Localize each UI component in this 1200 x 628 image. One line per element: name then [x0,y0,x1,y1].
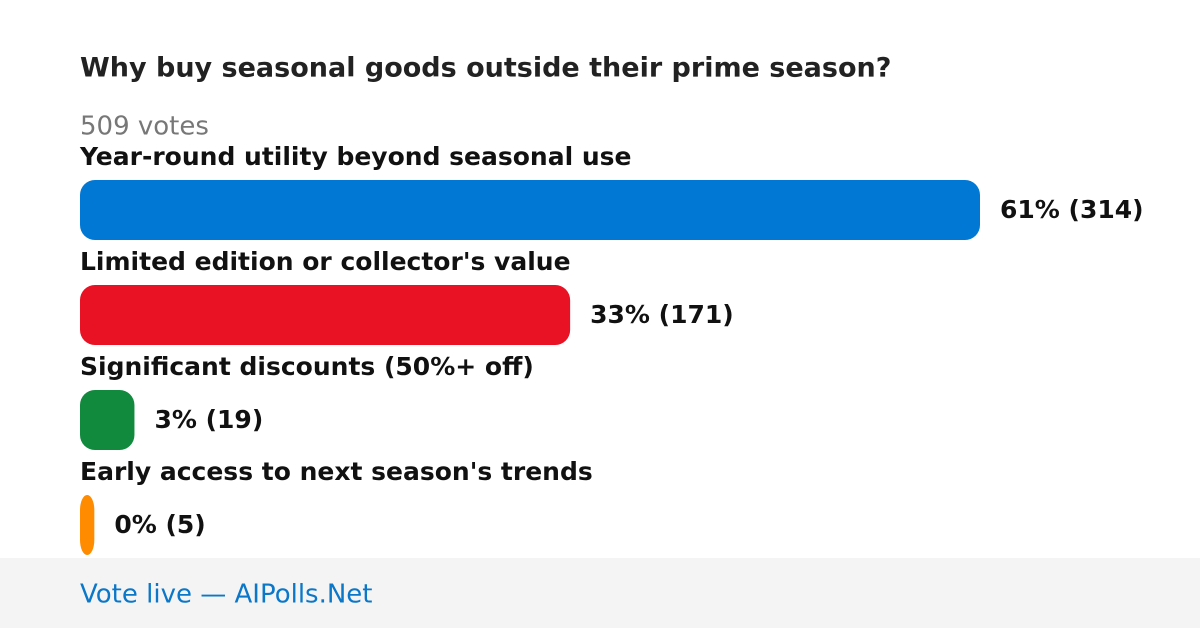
footer-bar [0,558,1200,628]
option-label: Year-round utility beyond seasonal use [79,142,632,171]
bar [80,390,135,450]
value-label: 3% (19) [154,405,263,434]
option-label: Early access to next season's trends [80,457,593,486]
vote-count: 509 votes [80,112,209,142]
bar [80,495,95,555]
value-label: 0% (5) [114,510,205,539]
value-label: 61% (314) [1000,195,1144,224]
footer-link[interactable]: Vote live — AIPolls.Net [80,580,373,610]
bar [80,285,571,345]
option-label: Limited edition or collector's value [80,247,571,276]
poll-title: Why buy seasonal goods outside their pri… [80,53,891,84]
value-label: 33% (171) [590,300,734,329]
bar [80,180,980,240]
option-label: Significant discounts (50%+ off) [80,352,534,381]
